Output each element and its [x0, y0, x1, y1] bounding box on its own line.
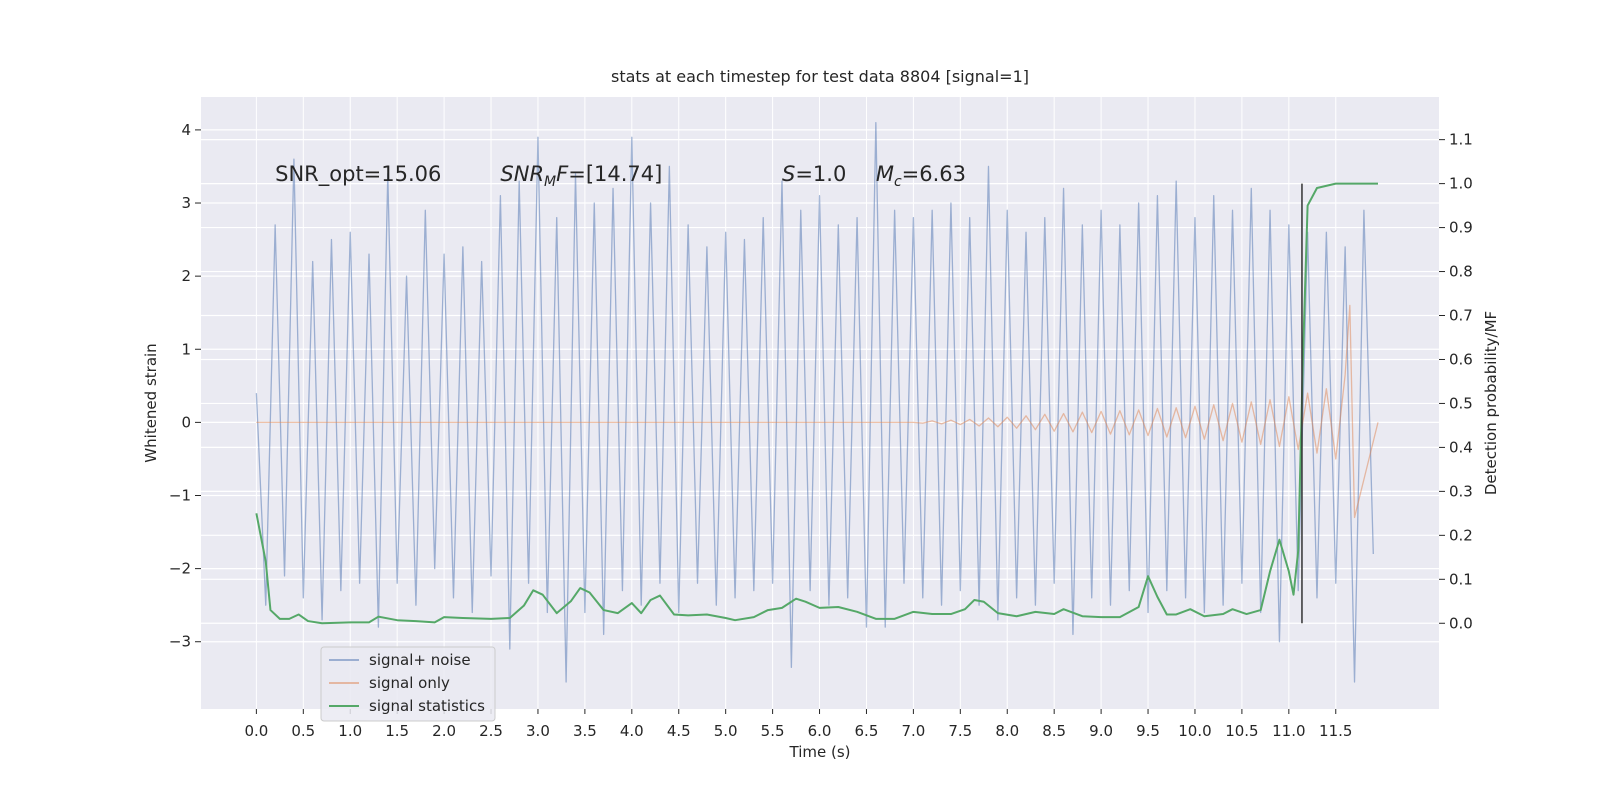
annotation-part: S: [782, 162, 795, 186]
data-layer: [255, 121, 1379, 683]
legend-label: signal only: [369, 674, 450, 692]
annotation: SNR_opt=15.06: [275, 162, 441, 187]
x-tick-label: 0.5: [291, 722, 315, 740]
annotation: S=1.0: [782, 162, 846, 186]
x-tick-label: 5.0: [714, 722, 738, 740]
annotation: Mc=6.63: [876, 162, 966, 190]
x-tick-label: 4.0: [620, 722, 644, 740]
annotation-part: SNR_opt=15.06: [275, 162, 441, 187]
y-tick-label: 2: [181, 267, 191, 285]
legend-box: [320, 646, 496, 722]
annotation-part: M: [876, 162, 894, 186]
labels: 0.0 0.5 1.0 1.5 2.0 2.5 3.0 3.5 4.0 4.5 5.0 5.5 6.0 6…: [169, 121, 1473, 740]
y-tick-label: 3: [181, 194, 191, 212]
y2-tick-label: 0.5: [1449, 394, 1473, 412]
chart-title: stats at each timestep for test data 880…: [611, 67, 1029, 86]
y2-axis-label: Detection probability/MF: [1482, 311, 1500, 495]
y2-tick-label: 0.6: [1449, 350, 1473, 368]
y-tick-label: 1: [181, 340, 191, 358]
annotation-part: =[14.74]: [568, 162, 662, 186]
x-tick-label: 3.5: [573, 722, 597, 740]
series-line: [255, 121, 1374, 683]
legend-label: signal statistics: [369, 697, 485, 715]
y2-tick-label: 0.4: [1449, 438, 1473, 456]
x-tick-label: 3.0: [526, 722, 550, 740]
y2-tick-label: 0.3: [1449, 482, 1473, 500]
x-tick-label: 10.5: [1225, 722, 1258, 740]
annotation-part: M: [544, 174, 556, 190]
y2-tick-label: 0.8: [1449, 263, 1473, 281]
x-tick-label: 9.5: [1136, 722, 1160, 740]
x-tick-label: 6.5: [855, 722, 879, 740]
annotation-part: =6.63: [902, 162, 966, 186]
x-tick-label: 1.5: [385, 722, 409, 740]
x-tick-label: 8.0: [995, 722, 1019, 740]
x-tick-label: 1.0: [338, 722, 362, 740]
x-tick-label: 7.5: [948, 722, 972, 740]
series-line: [256, 304, 1379, 519]
x-tick-label: 8.5: [1042, 722, 1066, 740]
x-tick-label: 2.5: [479, 722, 503, 740]
x-tick-label: 11.5: [1319, 722, 1352, 740]
y-tick-label: 4: [181, 121, 191, 139]
x-tick-label: 10.0: [1178, 722, 1211, 740]
y2-tick-label: 1.0: [1449, 175, 1473, 193]
y2-tick-label: 1.1: [1449, 131, 1473, 149]
annotation-part: F: [556, 162, 569, 186]
y2-tick-label: 0.0: [1449, 614, 1473, 632]
annotation-part: c: [894, 174, 902, 190]
annotation: SNRMF=[14.74]: [500, 162, 662, 190]
y-tick-label: −3: [169, 633, 191, 651]
y2-tick-label: 0.7: [1449, 307, 1473, 325]
x-tick-label: 4.5: [667, 722, 691, 740]
y-tick-label: −1: [169, 486, 191, 504]
annotation-part: SNR: [500, 162, 544, 186]
legend-label: signal+ noise: [369, 651, 471, 669]
y-tick-label: −2: [169, 560, 191, 578]
y-tick-label: 0: [181, 413, 191, 431]
x-tick-label: 5.5: [761, 722, 785, 740]
y2-tick-label: 0.1: [1449, 570, 1473, 588]
x-tick-label: 11.0: [1272, 722, 1305, 740]
x-tick-label: 6.0: [808, 722, 832, 740]
annotation-part: =1.0: [795, 162, 846, 186]
y2-tick-label: 0.2: [1449, 526, 1473, 544]
x-tick-label: 2.0: [432, 722, 456, 740]
y-axis-label: Whitened strain: [142, 343, 160, 462]
series-line: [255, 182, 1378, 625]
x-tick-label: 9.0: [1089, 722, 1113, 740]
x-axis-label: Time (s): [789, 743, 851, 761]
x-tick-label: 7.0: [901, 722, 925, 740]
x-tick-label: 0.0: [244, 722, 268, 740]
legend: signal+ noise signal only signal statistic…: [320, 646, 496, 722]
y2-tick-label: 0.9: [1449, 219, 1473, 237]
